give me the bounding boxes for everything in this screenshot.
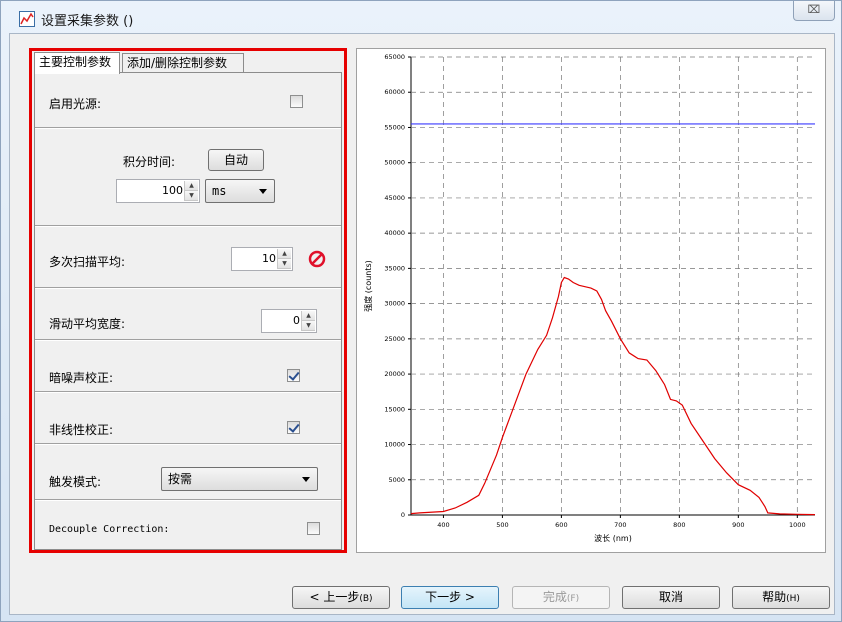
tab-main-parameters[interactable]: 主要控制参数: [34, 52, 120, 74]
nonlinearity-label: 非线性校正:: [49, 423, 114, 437]
dialog-client-area: 主要控制参数 添加/删除控制参数 启用光源: 积分时间: 自动 100 ▲ ▼ m…: [9, 33, 835, 615]
back-button-label: < 上一步: [309, 590, 360, 604]
integration-time-label: 积分时间:: [123, 155, 176, 169]
finish-button-label: 完成: [542, 590, 567, 604]
y-tick-label: 10000: [384, 441, 405, 449]
stop-icon[interactable]: [308, 250, 326, 268]
divider: [35, 287, 341, 289]
y-tick-label: 30000: [384, 300, 405, 308]
help-button-label: 帮助: [762, 590, 787, 604]
trigger-mode-select[interactable]: 按需: [161, 467, 318, 491]
next-button[interactable]: 下一步 >: [401, 586, 499, 609]
scans-to-average-stepper[interactable]: ▲ ▼: [277, 249, 291, 269]
y-tick-label: 55000: [384, 123, 405, 131]
y-axis-ticks: 0 5000 10000 15000 20000 25000 30000 35000 40000…: [384, 53, 411, 519]
x-tick-label: 400: [437, 521, 449, 529]
light-source-label: 启用光源:: [49, 97, 102, 111]
decouple-correction-checkbox[interactable]: [307, 522, 320, 535]
x-tick-label: 1000: [789, 521, 806, 529]
boxcar-width-label: 滑动平均宽度:: [49, 317, 126, 331]
x-tick-label: 700: [614, 521, 626, 529]
tab-add-remove-parameters[interactable]: 添加/删除控制参数: [122, 53, 244, 73]
y-tick-label: 65000: [384, 53, 405, 61]
app-icon: [19, 11, 35, 27]
trigger-mode-value: 按需: [168, 472, 193, 486]
y-tick-label: 60000: [384, 88, 405, 96]
y-tick-label: 50000: [384, 159, 405, 167]
divider: [35, 127, 341, 129]
chart-grid: [410, 56, 815, 516]
divider: [35, 499, 341, 501]
settings-panel: 主要控制参数 添加/删除控制参数 启用光源: 积分时间: 自动 100 ▲ ▼ m…: [29, 48, 347, 553]
boxcar-width-input[interactable]: 0 ▲ ▼: [261, 309, 317, 333]
spectrum-chart: 0 5000 10000 15000 20000 25000 30000 35000 40000…: [356, 48, 826, 553]
scans-to-average-label: 多次扫描平均:: [49, 255, 126, 269]
boxcar-width-value: 0: [293, 314, 300, 327]
integration-unit-select[interactable]: ms: [205, 179, 275, 203]
y-tick-label: 45000: [384, 194, 405, 202]
help-button-shortcut: (H): [786, 594, 800, 604]
auto-integration-button[interactable]: 自动: [208, 149, 264, 171]
help-button[interactable]: 帮助(H): [732, 586, 830, 609]
close-icon[interactable]: ⌧: [793, 1, 835, 21]
divider: [35, 225, 341, 227]
y-tick-label: 35000: [384, 264, 405, 272]
chevron-down-icon: [302, 477, 310, 482]
x-tick-label: 600: [555, 521, 567, 529]
spectrum-chart-svg: 0 5000 10000 15000 20000 25000 30000 35000 40000…: [363, 53, 816, 543]
nonlinearity-checkbox[interactable]: [287, 421, 300, 434]
cancel-button[interactable]: 取消: [622, 586, 720, 609]
window-title: 设置采集参数 (): [41, 14, 134, 29]
dark-correction-checkbox[interactable]: [287, 369, 300, 382]
x-axis-ticks: 400 500 600 700 800 900 1000: [437, 515, 806, 529]
y-tick-label: 40000: [384, 229, 405, 237]
x-tick-label: 900: [732, 521, 744, 529]
title-bar: 设置采集参数 () ⌧: [1, 1, 841, 33]
back-button-shortcut: (B): [359, 594, 373, 604]
y-tick-label: 20000: [384, 370, 405, 378]
divider: [35, 443, 341, 445]
scans-to-average-input[interactable]: 10 ▲ ▼: [231, 247, 293, 271]
y-tick-label: 0: [401, 511, 405, 519]
integration-time-value: 100: [162, 184, 183, 197]
x-axis-label: 波长 (nm): [594, 533, 632, 543]
spectrum-series-line: [410, 276, 816, 516]
tab-content: 启用光源: 积分时间: 自动 100 ▲ ▼ ms 多次扫描平均:: [34, 72, 342, 550]
tab-strip: 主要控制参数 添加/删除控制参数: [34, 52, 344, 74]
decouple-correction-label: Decouple Correction:: [49, 524, 170, 535]
y-tick-label: 25000: [384, 335, 405, 343]
y-axis-label: 强度 (counts): [363, 260, 373, 312]
integration-time-input[interactable]: 100 ▲ ▼: [116, 179, 200, 203]
finish-button[interactable]: 完成(F): [512, 586, 610, 609]
back-button[interactable]: < 上一步(B): [292, 586, 390, 609]
x-tick-label: 500: [496, 521, 508, 529]
finish-button-shortcut: (F): [566, 594, 580, 604]
integration-unit-value: ms: [212, 184, 227, 198]
integration-time-stepper[interactable]: ▲ ▼: [184, 181, 198, 201]
dark-correction-label: 暗噪声校正:: [49, 371, 114, 385]
y-tick-label: 5000: [388, 476, 405, 484]
chevron-down-icon: [259, 189, 267, 194]
divider: [35, 391, 341, 393]
scans-to-average-value: 10: [262, 252, 276, 265]
x-tick-label: 800: [673, 521, 685, 529]
trigger-mode-label: 触发模式:: [49, 475, 102, 489]
divider: [35, 339, 341, 341]
y-tick-label: 15000: [384, 405, 405, 413]
light-source-checkbox[interactable]: [290, 95, 303, 108]
boxcar-width-stepper[interactable]: ▲ ▼: [301, 311, 315, 331]
